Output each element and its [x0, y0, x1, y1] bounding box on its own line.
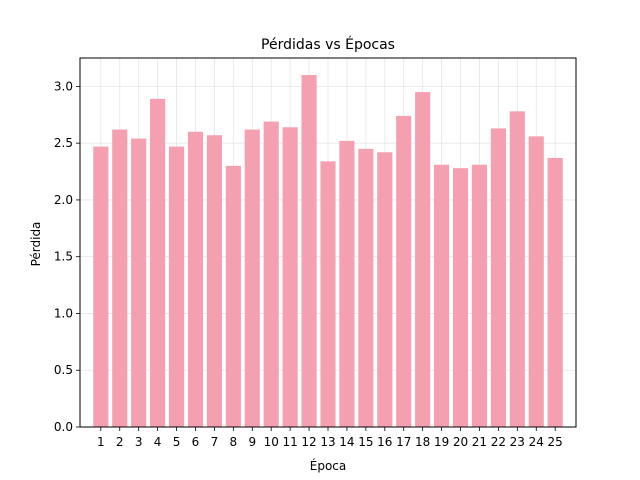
bar	[509, 111, 525, 428]
bar	[434, 164, 450, 428]
x-tick-label: 8	[230, 435, 238, 449]
y-tick-label: 0.0	[54, 420, 73, 434]
x-tick-label: 3	[135, 435, 143, 449]
x-axis-ticks: 1 2 3 4 5 6 7 8 9 10 11 12 13 14 15 16 17 18 19 20 21 22 23 24 2…	[97, 427, 563, 449]
bar	[339, 140, 355, 428]
bar	[415, 92, 431, 428]
bar	[452, 168, 469, 427]
x-tick-label: 25	[548, 435, 563, 449]
x-tick-label: 22	[491, 435, 506, 449]
x-tick-label: 23	[510, 435, 525, 449]
x-tick-label: 7	[211, 435, 219, 449]
bar	[282, 127, 298, 428]
x-tick-label: 19	[434, 435, 449, 449]
bars	[93, 75, 563, 428]
y-tick-label: 0.5	[54, 363, 73, 377]
x-tick-label: 11	[282, 435, 297, 449]
x-tick-label: 13	[320, 435, 335, 449]
x-tick-label: 17	[396, 435, 411, 449]
bar	[358, 148, 374, 428]
bar	[490, 128, 506, 427]
bar	[528, 136, 544, 427]
bar	[150, 98, 166, 428]
bar	[168, 146, 185, 427]
x-tick-label: 24	[529, 435, 544, 449]
x-tick-label: 20	[453, 435, 468, 449]
y-tick-label: 3.0	[54, 79, 73, 93]
bar	[93, 146, 109, 427]
bar	[263, 121, 279, 427]
y-tick-label: 1.5	[54, 250, 73, 264]
x-tick-label: 1	[97, 435, 105, 449]
x-tick-label: 9	[248, 435, 256, 449]
bar	[187, 131, 204, 428]
bar	[131, 138, 147, 427]
y-tick-label: 2.0	[54, 193, 73, 207]
bar	[206, 135, 222, 427]
x-tick-label: 16	[377, 435, 392, 449]
x-tick-label: 18	[415, 435, 430, 449]
y-tick-label: 1.0	[54, 306, 73, 320]
bar	[377, 152, 393, 427]
bar	[396, 115, 412, 428]
bar	[225, 165, 241, 427]
x-tick-label: 2	[116, 435, 124, 449]
y-axis-ticks: 0.0 0.5 1.0 1.5 2.0 2.5 3.0	[54, 79, 80, 434]
bar	[547, 157, 563, 427]
y-axis-label: Pérdida	[29, 222, 43, 267]
x-tick-label: 21	[472, 435, 487, 449]
bar	[112, 129, 128, 427]
x-tick-label: 12	[301, 435, 316, 449]
x-tick-label: 10	[264, 435, 279, 449]
bar	[301, 75, 317, 428]
bar	[244, 129, 260, 427]
x-tick-label: 5	[173, 435, 181, 449]
x-tick-label: 6	[192, 435, 200, 449]
y-tick-label: 2.5	[54, 136, 73, 150]
x-tick-label: 4	[154, 435, 162, 449]
x-tick-label: 14	[339, 435, 354, 449]
x-tick-label: 15	[358, 435, 373, 449]
x-axis-label: Época	[310, 458, 347, 473]
chart-title: Pérdidas vs Épocas	[261, 36, 395, 53]
bar	[320, 161, 336, 427]
bar	[471, 164, 488, 428]
